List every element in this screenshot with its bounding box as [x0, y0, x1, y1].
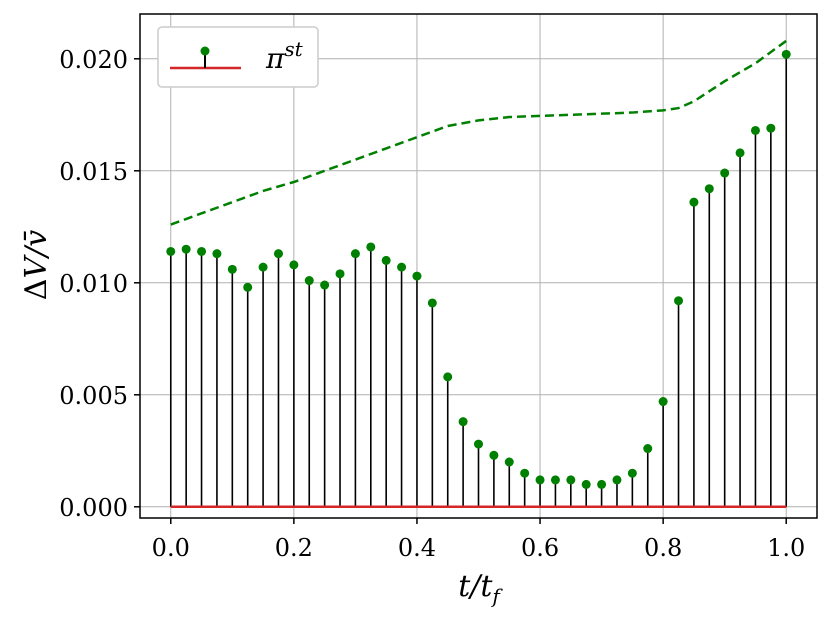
stem-marker-19	[458, 417, 468, 427]
stem-marker-31	[643, 444, 653, 454]
stem-marker-7	[273, 249, 283, 259]
stem-marker-21	[489, 450, 499, 460]
stem-marker-13	[366, 242, 376, 252]
stem-marker-33	[674, 296, 684, 306]
stem-marker-5	[243, 282, 253, 292]
legend-box	[157, 26, 319, 88]
stem-marker-8	[289, 260, 299, 270]
stem-marker-27	[581, 479, 591, 489]
legend: πst	[157, 26, 319, 88]
stem-marker-23	[520, 468, 530, 478]
y-tick-label-3: 0.015	[59, 158, 128, 186]
stem-marker-26	[566, 475, 576, 485]
y-tick-label-2: 0.010	[59, 270, 128, 298]
stem-marker-10	[320, 280, 330, 290]
stem-marker-34	[689, 197, 699, 207]
x-tick-label-0: 0.0	[152, 534, 190, 562]
stem-marker-40	[781, 49, 791, 59]
stem-marker-6	[258, 262, 268, 272]
stem-marker-35	[704, 184, 714, 194]
stem-marker-9	[304, 276, 314, 286]
tick-labels: 0.0 0.2 0.4 0.6 0.8 1.0 0.000 0.005 0.010 0.015 0.…	[59, 46, 805, 562]
stem-marker-1	[181, 244, 191, 254]
axes	[134, 13, 818, 524]
stem-marker-16	[412, 271, 422, 281]
stem-marker-32	[658, 397, 668, 407]
legend-label: πst	[265, 37, 304, 75]
stem-marker-20	[474, 439, 483, 449]
y-tick-label-4: 0.020	[59, 46, 128, 74]
plot-frame	[139, 13, 818, 519]
dashed-series	[170, 39, 787, 226]
y-tick-label-0: 0.000	[59, 494, 128, 522]
stem-marker-4	[227, 264, 237, 274]
stem-marker-30	[627, 468, 637, 478]
dashed-series-line	[170, 39, 787, 226]
x-tick-label-2: 0.4	[398, 534, 436, 562]
x-tick-label-4: 0.8	[644, 534, 682, 562]
stem-marker-24	[535, 475, 545, 485]
y-axis-label: ΔV/v̄	[19, 230, 54, 300]
x-tick-label-5: 1.0	[767, 534, 805, 562]
stem-marker-11	[335, 269, 345, 279]
stem-marker-38	[750, 125, 760, 135]
stem-marker-12	[350, 249, 360, 259]
legend-marker-swatch	[200, 46, 210, 56]
stem-marker-37	[735, 148, 745, 158]
stem-marker-0	[166, 246, 176, 256]
stem-marker-3	[212, 249, 222, 259]
stem-marker-28	[597, 479, 607, 489]
stem-marker-2	[197, 246, 207, 256]
stem-marker-14	[381, 255, 391, 265]
stem-marker-15	[397, 262, 407, 272]
stem-series	[166, 49, 791, 509]
stem-marker-36	[720, 168, 730, 178]
stem-marker-25	[550, 475, 560, 485]
stem-marker-18	[443, 372, 453, 382]
y-tick-label-1: 0.005	[59, 382, 128, 410]
stem-marker-17	[427, 298, 437, 308]
x-tick-label-3: 0.6	[521, 534, 559, 562]
x-tick-label-1: 0.2	[275, 534, 313, 562]
stem-marker-22	[504, 457, 514, 467]
stem-marker-39	[766, 123, 776, 133]
stem-marker-29	[612, 475, 622, 485]
x-axis-label: t/tf	[458, 569, 503, 608]
